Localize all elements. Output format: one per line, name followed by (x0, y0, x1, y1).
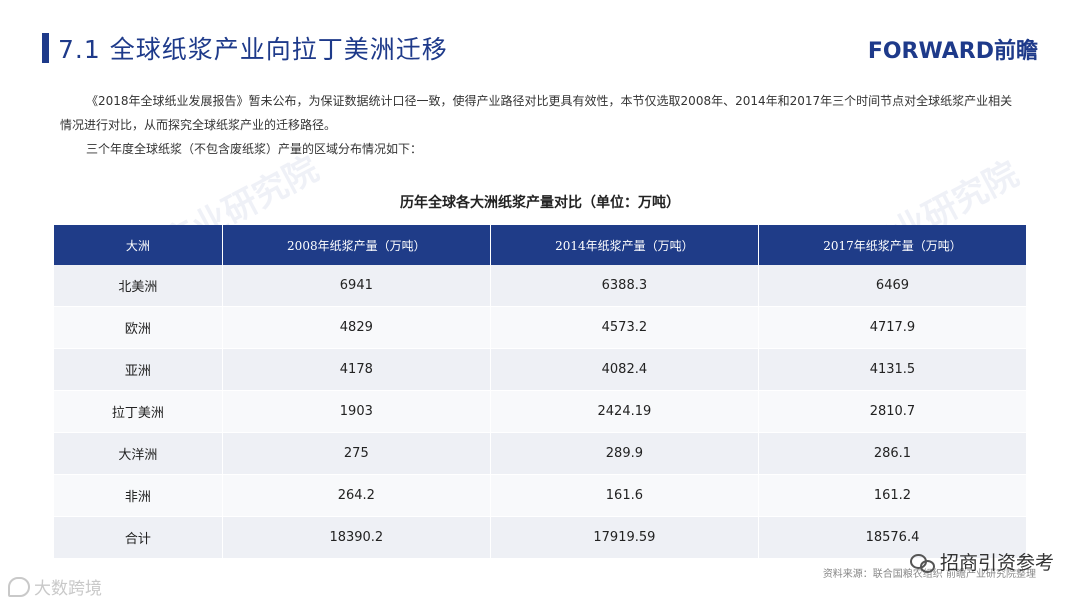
table-row: 亚洲 4178 4082.4 4131.5 (54, 348, 1026, 391)
table-row: 欧洲 4829 4573.2 4717.9 (54, 306, 1026, 349)
table-cell: 18390.2 (222, 516, 491, 559)
table-cell: 4829 (222, 306, 491, 349)
table-title: 历年全球各大洲纸浆产量对比（单位：万吨） (400, 195, 680, 211)
source-note: 资料来源：联合国粮农组织 前瞻产业研究院整理 (822, 569, 1036, 580)
table-cell: 亚洲 (54, 348, 223, 391)
table-cell: 6469 (758, 265, 1026, 307)
page-title: 7.1 全球纸浆产业向拉丁美洲迁移 (58, 35, 448, 64)
pulp-production-table: 大洲 2008年纸浆产量（万吨） 2014年纸浆产量（万吨） 2017年纸浆产量… (54, 225, 1026, 559)
table-cell: 4082.4 (490, 348, 759, 391)
brand-logo-icon (8, 576, 30, 597)
table-cell: 264.2 (222, 474, 491, 517)
table-cell: 2810.7 (758, 390, 1026, 433)
table-row: 北美洲 6941 6388.3 6469 (54, 265, 1026, 307)
corner-brand-text: 大数跨境 (34, 579, 102, 599)
intro-paragraph-2: 三个年度全球纸浆（不包含废纸浆）产量的区域分布情况如下： (86, 142, 423, 156)
column-header: 2014年纸浆产量（万吨） (490, 225, 759, 265)
table-cell: 欧洲 (54, 306, 223, 349)
column-header: 2017年纸浆产量（万吨） (758, 225, 1026, 265)
wechat-account-badge: 招商引资参考 (909, 548, 1054, 575)
table-row-total: 合计 18390.2 17919.59 18576.4 (54, 516, 1026, 559)
table-cell: 4717.9 (758, 306, 1026, 349)
table-header-row: 大洲 2008年纸浆产量（万吨） 2014年纸浆产量（万吨） 2017年纸浆产量… (54, 225, 1026, 265)
forward-logo: FORWARD前瞻 (867, 39, 1038, 64)
table-cell: 161.2 (758, 474, 1026, 517)
title-accent-bar (42, 33, 49, 63)
column-header: 2008年纸浆产量（万吨） (222, 225, 491, 265)
table-cell: 拉丁美洲 (54, 390, 223, 433)
table-cell: 1903 (222, 390, 491, 433)
table-cell: 17919.59 (490, 516, 759, 559)
table-cell: 非洲 (54, 474, 223, 517)
table-row: 非洲 264.2 161.6 161.2 (54, 474, 1026, 517)
table-cell: 289.9 (490, 432, 759, 475)
table-cell: 6388.3 (490, 265, 759, 307)
table-cell: 161.6 (490, 474, 759, 517)
table-row: 拉丁美洲 1903 2424.19 2810.7 (54, 390, 1026, 433)
table-cell: 286.1 (758, 432, 1026, 475)
table-cell: 18576.4 (758, 516, 1026, 559)
wechat-account-name: 招商引资参考 (939, 552, 1054, 574)
table-row: 大洋洲 275 289.9 286.1 (54, 432, 1026, 475)
table-cell: 4131.5 (758, 348, 1026, 391)
intro-paragraph: 《2018年全球纸业发展报告》暂未公布，为保证数据统计口径一致，使得产业路径对比… (60, 94, 1013, 132)
table-cell: 4573.2 (490, 306, 759, 349)
corner-brand: 大数跨境 (8, 574, 102, 599)
table-cell: 4178 (222, 348, 491, 391)
table-cell: 大洋洲 (54, 432, 223, 475)
wechat-icon (909, 552, 935, 573)
column-header: 大洲 (54, 225, 223, 265)
table-cell: 2424.19 (490, 390, 759, 433)
table-cell: 6941 (222, 265, 491, 307)
table-cell: 北美洲 (54, 265, 223, 307)
table-cell: 合计 (54, 516, 223, 559)
table-cell: 275 (222, 432, 491, 475)
